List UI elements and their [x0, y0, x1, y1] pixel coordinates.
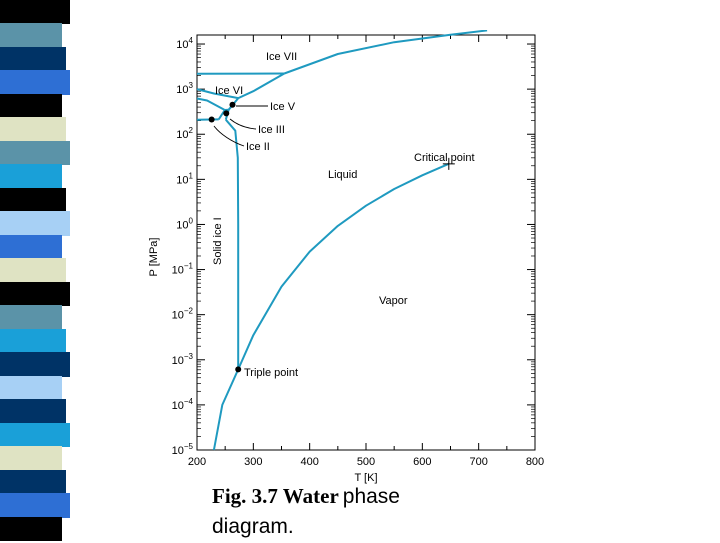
decorative-stripe: [0, 0, 70, 540]
x-tick-label: 200: [188, 456, 206, 468]
y-tick-label: 103: [176, 81, 193, 96]
series-boundary-II-V: [197, 99, 225, 111]
caption-phase-word: phase: [343, 485, 400, 508]
stripe-block: [0, 329, 66, 353]
marker-ice-v-point: [229, 102, 235, 108]
x-tick-label: 700: [469, 456, 487, 468]
y-tick-label: 10−5: [172, 442, 194, 457]
stripe-block: [0, 94, 62, 118]
stripe-block: [0, 188, 66, 212]
label-liquid: Liquid: [328, 169, 357, 181]
label-ice-v: Ice V: [270, 101, 296, 113]
series-vaporization: [238, 164, 449, 370]
label-ice-iii: Ice III: [258, 124, 285, 136]
y-axis-label: P [MPa]: [148, 238, 160, 277]
label-ice-vi: Ice VI: [215, 85, 243, 97]
marker-ice-ii-point: [209, 117, 215, 123]
stripe-block: [0, 493, 70, 517]
y-tick-label: 10−4: [172, 397, 194, 412]
stripe-block: [0, 23, 62, 47]
stripe-block: [0, 235, 62, 259]
arrow-ice-iii: [230, 119, 256, 129]
label-ice-vii: Ice VII: [266, 51, 297, 63]
series-melting-ice-VII: [284, 30, 487, 73]
y-tick-label: 10−1: [172, 262, 194, 277]
stripe-block: [0, 376, 62, 400]
series-melting-ice-VI: [238, 74, 284, 99]
series-melting-ice-I: [226, 120, 238, 370]
marker-triple-point: [235, 366, 241, 372]
stripe-block: [0, 282, 70, 306]
stripe-block: [0, 446, 62, 470]
stripe-block: [0, 305, 62, 329]
stripe-block: [0, 258, 66, 282]
y-tick-label: 101: [176, 171, 193, 186]
label-ice-ii: Ice II: [246, 141, 270, 153]
stripe-block: [0, 470, 66, 494]
y-tick-label: 100: [176, 216, 193, 231]
stripe-block: [0, 70, 70, 94]
x-tick-label: 400: [300, 456, 318, 468]
y-tick-label: 104: [176, 36, 193, 51]
stripe-block: [0, 117, 66, 141]
stripe-block: [0, 517, 62, 541]
plot-frame: [197, 35, 535, 450]
arrow-ice-ii: [214, 126, 244, 146]
label-triple-point: Triple point: [244, 367, 298, 379]
stripe-block: [0, 47, 66, 71]
marker-ice-iii-point: [223, 110, 229, 116]
x-tick-label: 300: [244, 456, 262, 468]
stripe-block: [0, 164, 62, 188]
y-tick-label: 10−2: [172, 307, 194, 322]
series-sublimation: [214, 369, 238, 450]
stripe-block: [0, 423, 70, 447]
axis-ticks: 200 300 400 500 600 700 800 10−5 10−4 10−3 10−2 10−…: [172, 35, 545, 468]
caption-figure-number: Fig. 3.7 Water: [212, 484, 339, 508]
y-tick-label: 10−3: [172, 352, 194, 367]
x-tick-label: 600: [413, 456, 431, 468]
stripe-block: [0, 352, 70, 376]
stripe-block: [0, 211, 70, 235]
label-vapor: Vapor: [379, 295, 408, 307]
caption-diagram-word: diagram.: [212, 515, 294, 538]
x-tick-label: 500: [357, 456, 375, 468]
stripe-block: [0, 399, 66, 423]
label-critical-point: Critical point: [414, 152, 475, 164]
figure-caption: Fig. 3.7 Water phase diagram.: [212, 482, 400, 543]
label-solid-ice-i: Solid ice I: [212, 217, 224, 265]
stripe-block: [0, 141, 70, 165]
phase-diagram-chart: 200 300 400 500 600 700 800 10−5 10−4 10−3 10−2 10−…: [140, 30, 550, 490]
y-tick-label: 102: [176, 126, 193, 141]
x-tick-label: 800: [526, 456, 544, 468]
stripe-block: [0, 0, 70, 24]
